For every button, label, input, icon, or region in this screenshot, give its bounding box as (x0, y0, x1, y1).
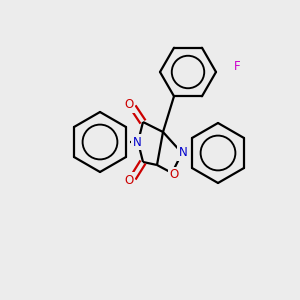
Text: O: O (124, 173, 134, 187)
Text: N: N (133, 136, 141, 148)
Text: O: O (124, 98, 134, 112)
Text: F: F (234, 61, 240, 74)
Text: O: O (169, 169, 178, 182)
Text: N: N (178, 146, 188, 160)
